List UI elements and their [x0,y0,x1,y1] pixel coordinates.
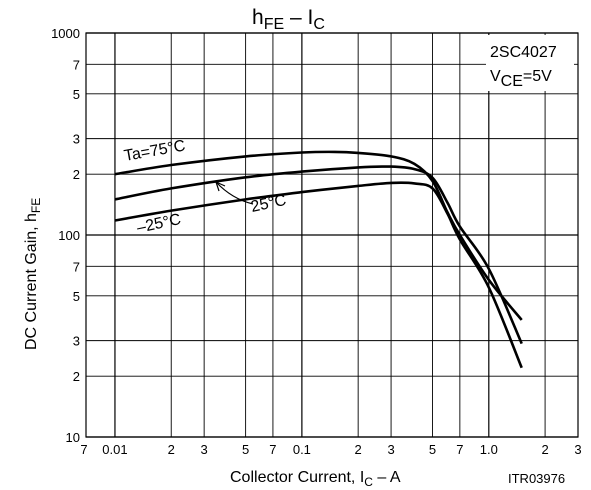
y-tick-label: 7 [73,259,80,274]
x-tick-label: 7 [269,442,276,457]
series-line-75c [114,150,523,321]
x-tick-label: 5 [242,442,249,457]
x-tick-label: 5 [429,442,436,457]
condition-val: =5V [523,68,552,85]
y-axis-label-sub: FE [29,198,43,213]
grid [85,32,579,438]
x-tick-labels: 7 0.01 2 3 5 7 0.1 2 3 5 7 1.0 2 3 [80,442,581,457]
x-tick-label: 3 [574,442,581,457]
x-axis-label-sub: C [364,475,373,489]
title-second: I [308,6,314,29]
series-line-25c [114,165,523,345]
x-tick-label: 3 [201,442,208,457]
x-tick-label: 7 [80,442,87,457]
chart-title: hFE – IC [252,6,325,33]
y-tick-labels: 10 2 3 5 7 100 2 3 5 7 1000 [51,26,80,445]
series-label-75c: Ta=75°C [123,137,187,165]
y-axis-label-main: DC Current Gain, h [23,213,40,350]
y-tick-label: 1000 [51,26,80,41]
x-tick-label: 1.0 [480,442,498,457]
x-tick-label: 0.01 [102,442,127,457]
y-tick-label: 2 [73,167,80,182]
x-tick-label: 7 [456,442,463,457]
series-line-minus25c [114,181,523,369]
condition-sub: CE [501,73,523,90]
y-tick-label: 3 [73,334,80,349]
y-tick-label: 5 [73,289,80,304]
title-main-sub: FE [264,16,284,33]
plot-frame [85,32,579,438]
x-tick-label: 0.1 [293,442,311,457]
condition-label: VCE=5V [490,68,552,90]
x-tick-label: 2 [541,442,548,457]
y-tick-label: 2 [73,369,80,384]
condition-main: V [490,68,501,85]
leader-arrowhead-25c [215,181,226,192]
figure-code: ITR03976 [508,471,565,486]
leader-arrow-25c [215,181,254,205]
y-tick-label: 100 [58,228,80,243]
y-axis-label: DC Current Gain, hFE [23,198,43,350]
x-axis-label: Collector Current, IC – A [230,469,401,489]
condition-box [486,35,574,91]
x-tick-label: 2 [355,442,362,457]
y-tick-label: 5 [73,87,80,102]
x-axis-label-unit: – A [373,469,401,486]
x-tick-label: 2 [168,442,175,457]
device-label: 2SC4027 [490,44,557,61]
series-lines [114,150,523,369]
y-tick-label: 3 [73,132,80,147]
x-tick-label: 3 [387,442,394,457]
y-tick-label: 10 [66,430,80,445]
title-main: h [252,6,264,29]
series-label-25c: 25°C [249,192,288,216]
x-axis-label-main: Collector Current, I [230,469,364,486]
title-dash: – [284,6,307,29]
y-tick-label: 7 [73,57,80,72]
title-second-sub: C [313,16,325,33]
